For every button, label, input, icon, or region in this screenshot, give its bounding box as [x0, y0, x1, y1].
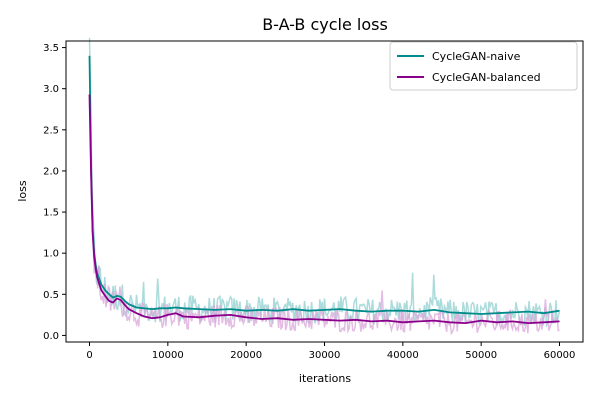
legend-label-cyclegan-balanced: CycleGAN-balanced	[432, 71, 541, 84]
y-tick-label: 1.0	[43, 249, 59, 260]
smoothed-series-layer	[88, 55, 560, 325]
x-tick-label: 30000	[309, 350, 341, 361]
legend-label-cyclegan-naive: CycleGAN-naive	[432, 50, 521, 63]
x-tick-label: 50000	[465, 350, 497, 361]
x-tick-label: 40000	[387, 350, 419, 361]
y-axis-label: loss	[16, 180, 29, 202]
chart-title: B-A-B cycle loss	[262, 15, 388, 34]
x-axis-ticks: 0 10000 20000 30000 40000 50000 60000	[86, 342, 575, 361]
y-tick-label: 3.0	[43, 84, 59, 95]
x-tick-label: 0	[86, 350, 92, 361]
x-tick-label: 20000	[230, 350, 262, 361]
y-tick-label: 2.0	[43, 166, 59, 177]
y-axis-ticks: 0.0 0.5 1.0 1.5 2.0 2.5 3.0 3.5	[43, 43, 66, 342]
y-tick-label: 3.5	[43, 43, 59, 54]
x-tick-label: 60000	[544, 350, 576, 361]
y-tick-label: 0.0	[43, 331, 59, 342]
legend: CycleGAN-naive CycleGAN-balanced	[389, 41, 578, 91]
y-tick-label: 2.5	[43, 125, 59, 136]
x-tick-label: 10000	[152, 350, 184, 361]
x-axis-label: iterations	[299, 372, 351, 385]
y-tick-label: 0.5	[43, 290, 59, 301]
legend-box	[389, 41, 578, 91]
y-tick-label: 1.5	[43, 208, 59, 219]
series-line-1	[88, 94, 560, 325]
series-line-0	[88, 55, 560, 315]
